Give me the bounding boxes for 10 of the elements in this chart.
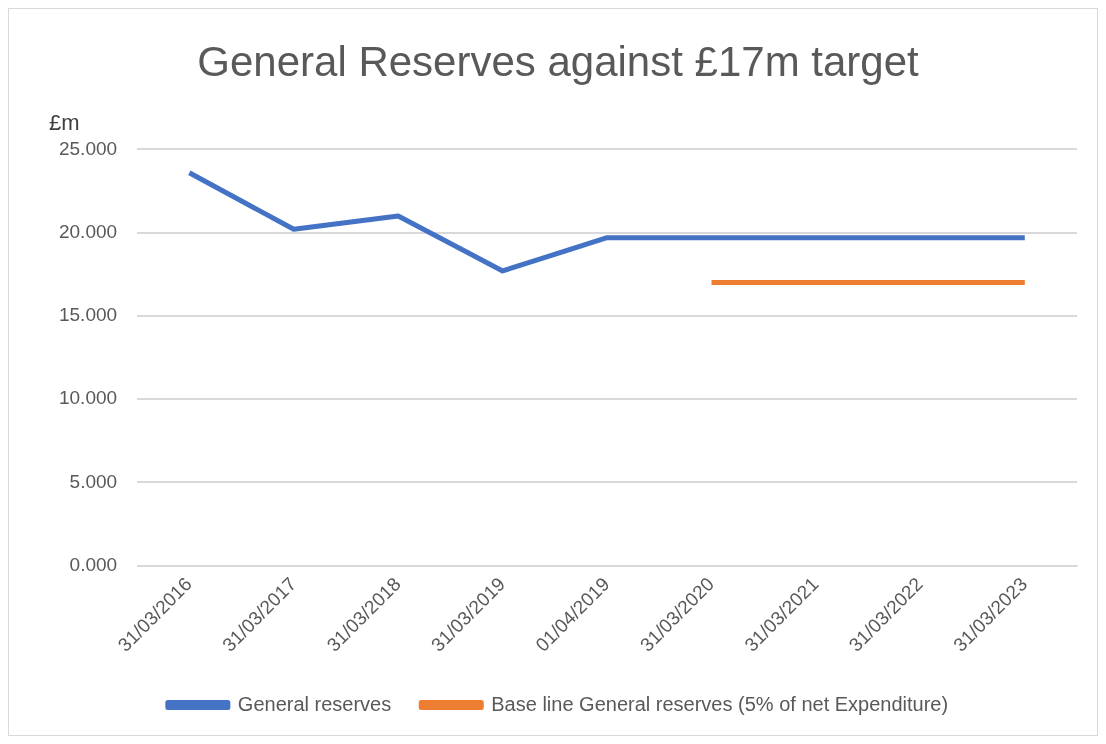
y-tick-label: 15.000 [58,304,118,326]
y-tick-label: 25.000 [58,137,118,159]
chart-title: General Reserves against £17m target [197,37,920,85]
legend-label: Base line General reserves (5% of net Expenditure) [491,692,949,715]
y-axis-title: £m [49,110,80,136]
y-tick-label: 0.000 [69,553,118,575]
y-tick-label: 10.000 [58,387,118,409]
y-tick-label: 5.000 [69,470,118,492]
y-tick-label: 20.000 [58,220,118,242]
legend-label: General reserves [237,692,392,715]
